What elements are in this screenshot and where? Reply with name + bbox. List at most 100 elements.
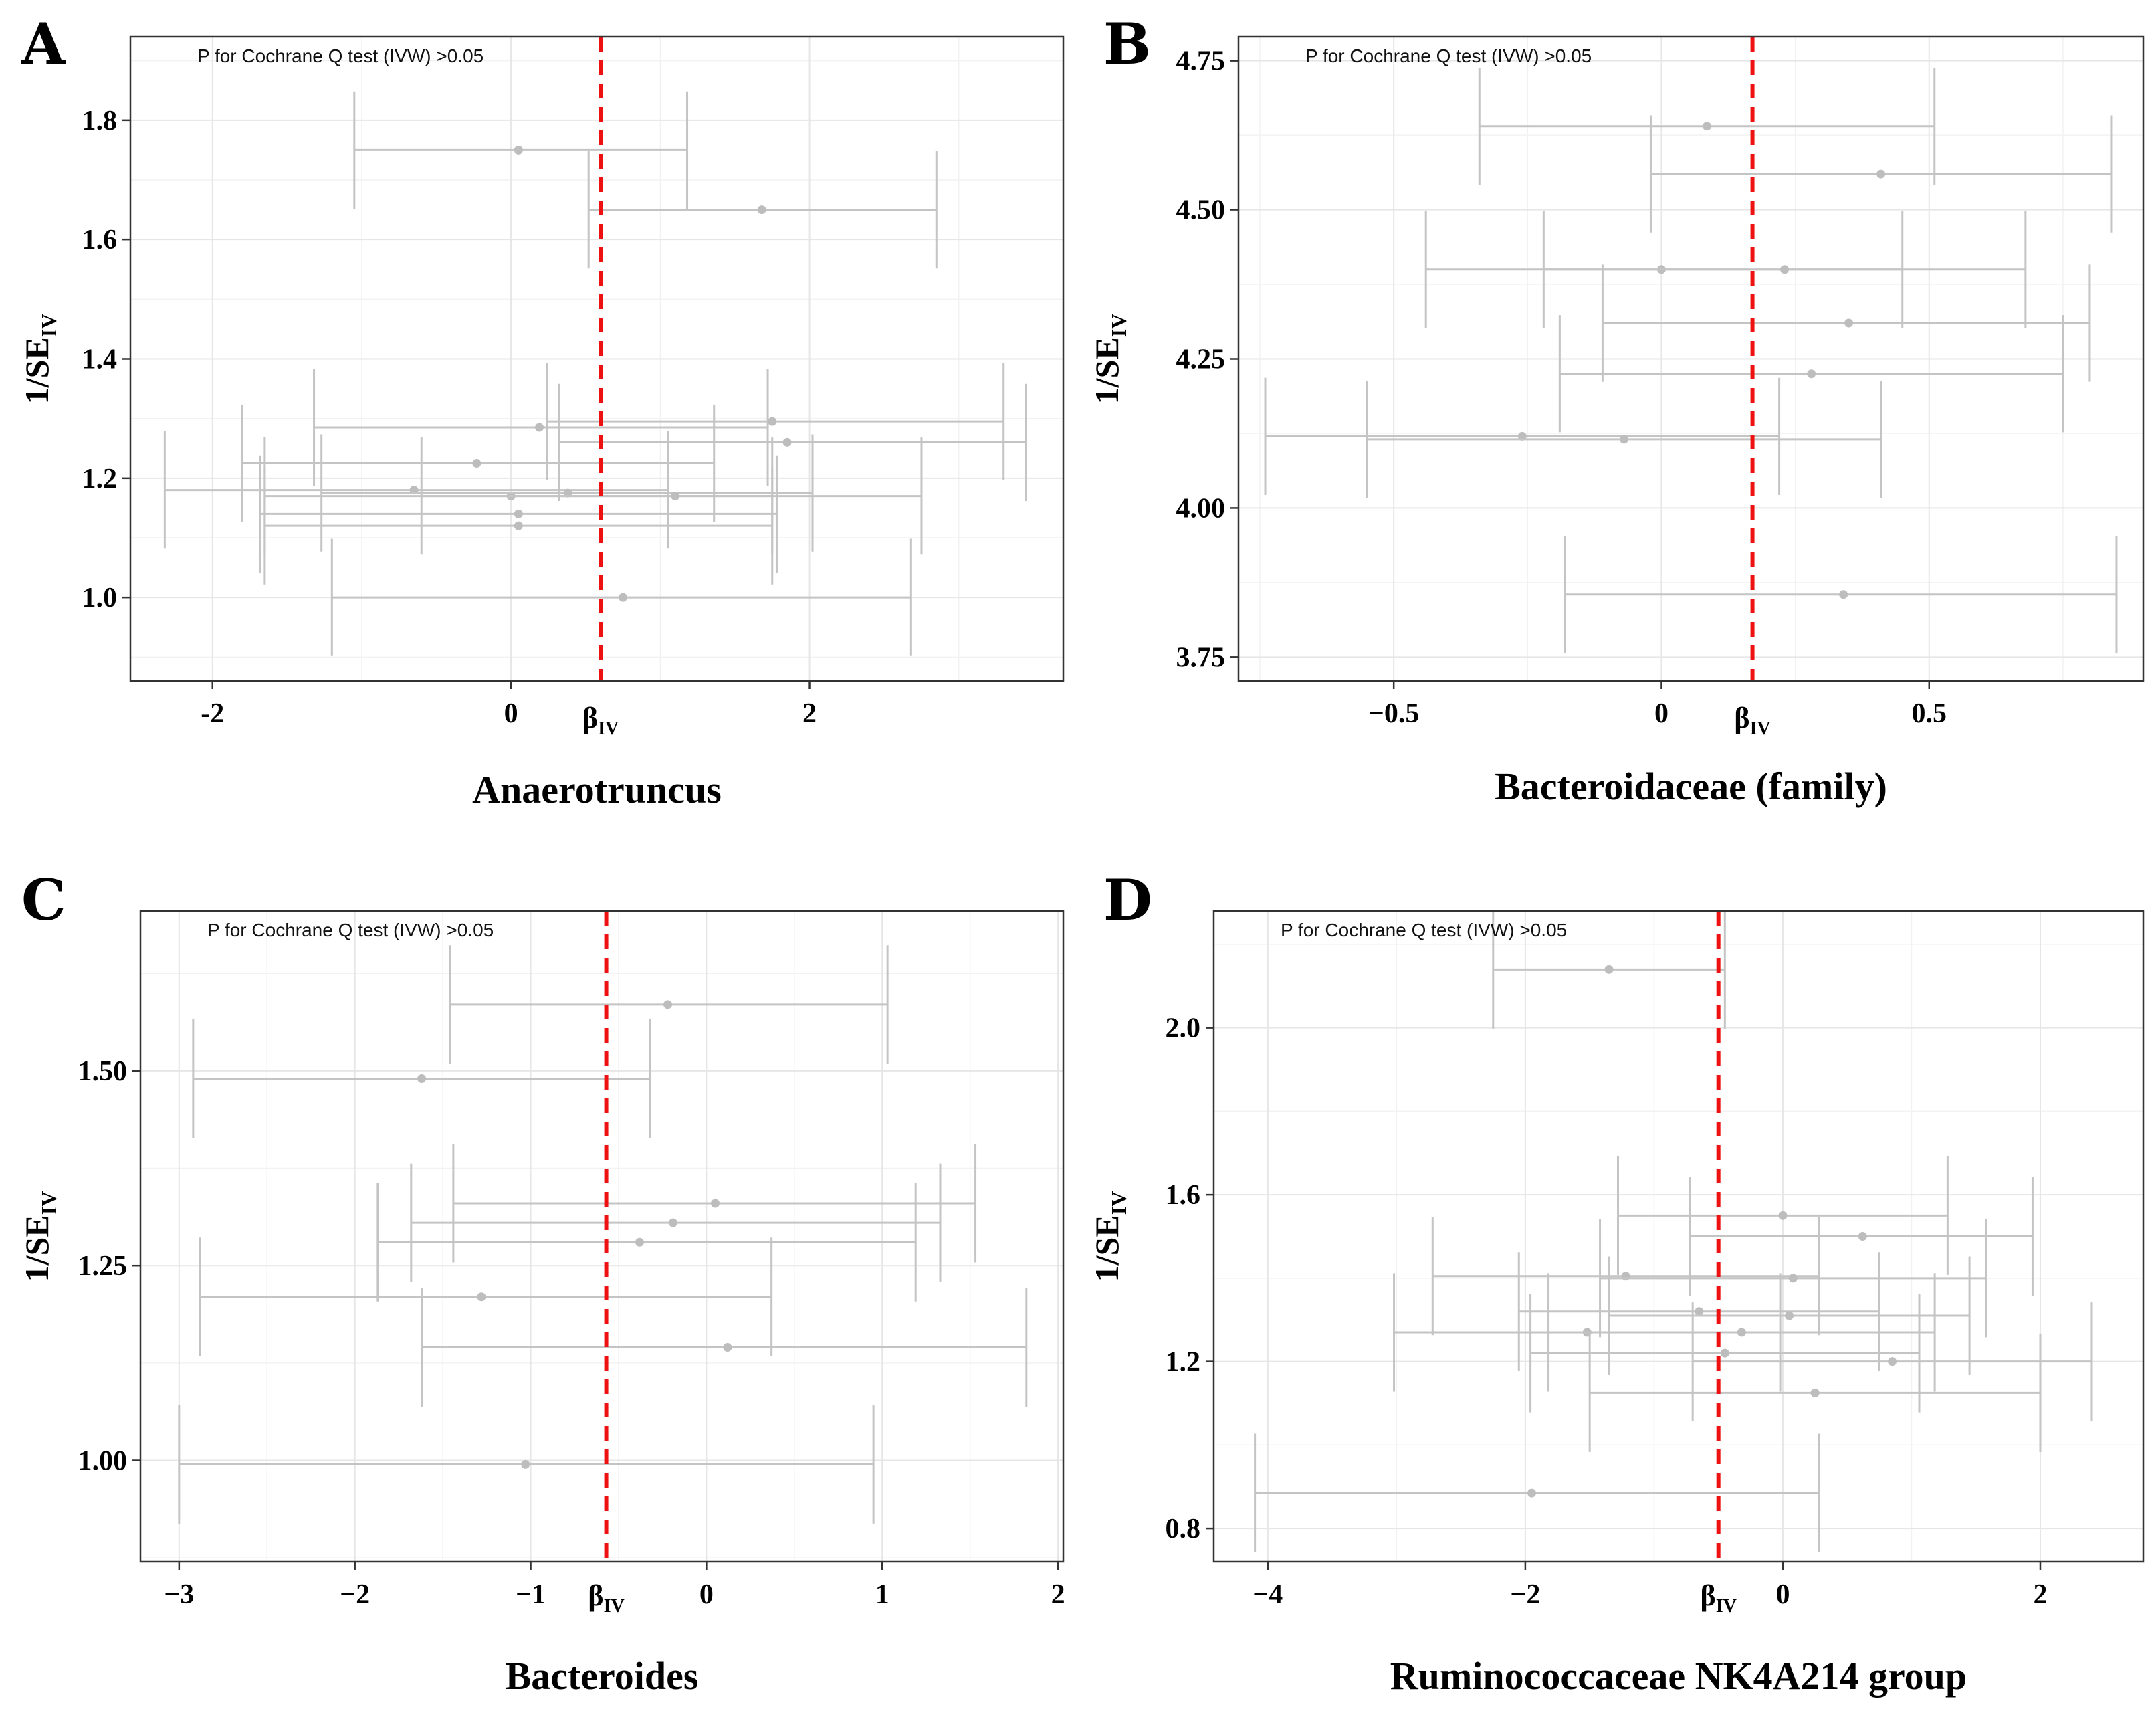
beta-symbol: β [1701,1579,1716,1612]
y-tick-label: 4.25 [1176,344,1226,375]
point-estimate [1720,1348,1729,1358]
data-point-7 [421,1288,1028,1407]
y-axis-title-main: 1/SE [1088,1215,1125,1282]
y-tick-label: 4.00 [1176,493,1226,524]
cochrane-q-annotation: P for Cochrane Q test (IVW) >0.05 [1281,920,1567,940]
x-tick-label: 0 [1654,698,1668,729]
data-point-6 [1517,1252,1880,1371]
point-estimate [1807,369,1816,379]
gridlines [1214,911,2143,1562]
point-estimate [521,1459,530,1469]
data-point-5 [1601,264,2091,382]
y-tick-label: 1.8 [82,106,118,136]
y-tick-label: 1.2 [1166,1347,1201,1378]
point-estimate [472,459,481,468]
point-estimate [514,509,523,518]
data-point-13 [330,538,912,656]
point-estimate [1888,1357,1897,1367]
x-tick-label: 1 [875,1579,889,1610]
point-estimate [1839,590,1848,599]
cochrane-q-annotation: P for Cochrane Q test (IVW) >0.05 [207,920,494,940]
data-point-11 [1691,1302,2093,1421]
data-point-3 [313,369,769,486]
y-axis-title: 1/SEIV [1088,314,1131,405]
data-point-2 [192,1019,651,1138]
point-estimate [1737,1328,1746,1337]
y-tick-label: 1.50 [78,1056,128,1087]
data-point-11 [259,455,778,573]
data-point-12 [263,467,774,585]
point-estimate [417,1074,427,1084]
point-estimate [1695,1307,1704,1316]
data-point-1 [449,945,889,1064]
data-point-6 [199,1237,773,1356]
point-estimate [1780,265,1790,274]
data-point-4 [546,363,1005,480]
point-estimate [635,1237,645,1247]
point-estimate [477,1292,486,1302]
y-tick-label: 1.0 [82,583,118,613]
data-point-4 [1542,211,2027,328]
beta-symbol: β [582,702,598,734]
y-axis-title-subscript: IV [1107,1191,1131,1215]
x-tick-label: −3 [164,1579,194,1610]
point-estimate [535,423,544,432]
y-tick-label: 1.6 [1166,1180,1201,1211]
data-point-5 [1599,1219,1987,1338]
beta-subscript: IV [1750,718,1771,739]
data-point-6 [1558,315,2064,433]
gridlines [130,37,1063,681]
point-estimate [1810,1388,1820,1397]
point-estimate [1778,1211,1788,1220]
data-point-4 [410,1163,942,1282]
y-axis-title-main: 1/SE [18,337,56,404]
point-estimate [1619,435,1628,444]
panel-letter: A [21,11,66,77]
data-point-9 [320,434,814,552]
plot-frame [139,910,1065,1563]
beta-symbol: β [1734,702,1749,734]
point-estimate [757,205,766,215]
y-tick-label: 0.8 [1166,1514,1201,1544]
data-point-2 [1649,115,2113,233]
data-point-1 [1478,68,1936,185]
beta-subscript: IV [604,1596,625,1617]
data-point-1 [1492,910,1726,1029]
point-estimate [1527,1488,1537,1498]
x-tick-label: 2 [2033,1579,2047,1610]
panel-letter: D [1103,867,1152,933]
point-estimate [723,1343,732,1352]
y-tick-label: 1.2 [82,464,118,494]
panel-letter: C [21,867,66,933]
panel-letter: B [1103,11,1151,77]
data-point-7 [1608,1256,1971,1375]
beta-iv-label: βIV [1734,702,1770,739]
y-axis-title-subscript: IV [37,314,61,338]
gridlines [1238,37,2143,681]
x-tick-label: −2 [340,1579,370,1610]
data-point-10 [420,437,923,555]
x-tick-label: 2 [1051,1579,1065,1610]
gridlines [140,911,1063,1562]
x-tick-label: 0 [699,1579,714,1610]
point-estimate [768,417,777,426]
beta-subscript: IV [598,718,619,739]
beta-iv-label: βIV [1701,1579,1737,1617]
y-axis-title: 1/SEIV [1088,1191,1131,1282]
y-tick-label: 4.75 [1176,46,1226,77]
y-axis-title-main: 1/SE [18,1215,56,1282]
beta-iv-label: βIV [582,702,619,739]
data-point-9 [1547,1273,1936,1392]
point-estimate [782,437,792,447]
y-tick-label: 1.6 [82,225,118,256]
data-point-9 [1564,536,2118,653]
cochrane-q-annotation: P for Cochrane Q test (IVW) >0.05 [197,45,483,66]
y-tick-label: 3.75 [1176,642,1226,673]
data-point-12 [1588,1333,2042,1452]
point-estimate [619,593,628,602]
y-axis-title-main: 1/SE [1088,337,1125,404]
x-axis-title: Bacteroides [506,1654,699,1698]
